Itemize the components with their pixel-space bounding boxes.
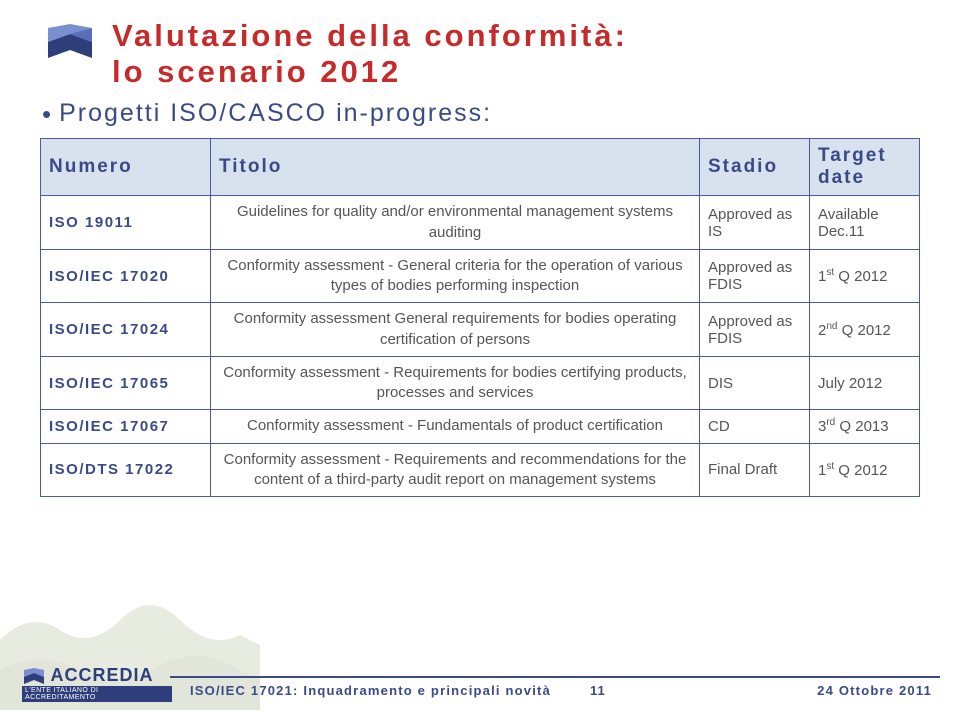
footer-page-number: 11 — [590, 683, 606, 698]
slide: Valutazione della conformità: lo scenari… — [0, 0, 960, 710]
cell-titolo: Conformity assessment - General criteria… — [211, 249, 700, 303]
table-row: ISO/DTS 17022Conformity assessment - Req… — [41, 443, 920, 497]
table-row: ISO/IEC 17067Conformity assessment - Fun… — [41, 410, 920, 443]
cell-titolo: Conformity assessment - Fundamentals of … — [211, 410, 700, 443]
cell-stadio: CD — [700, 410, 810, 443]
cell-numero: ISO/IEC 17065 — [41, 356, 211, 410]
cell-titolo: Conformity assessment - Requirements and… — [211, 443, 700, 497]
cell-stadio: Approved as IS — [700, 196, 810, 250]
footer-logo: ACCREDIA L'ENTE ITALIANO DI ACCREDITAMEN… — [22, 665, 172, 702]
subtitle: •Progetti ISO/CASCO in-progress: — [42, 99, 920, 128]
cell-numero: ISO/IEC 17020 — [41, 249, 211, 303]
logo-icon — [40, 22, 100, 64]
projects-table: Numero Titolo Stadio Target date ISO 190… — [40, 138, 920, 497]
cell-numero: ISO/IEC 17024 — [41, 303, 211, 357]
footer-logo-sub: L'ENTE ITALIANO DI ACCREDITAMENTO — [22, 686, 172, 702]
cell-numero: ISO/IEC 17067 — [41, 410, 211, 443]
footer-logo-name: ACCREDIA — [50, 665, 153, 685]
table-row: ISO/IEC 17065Conformity assessment - Req… — [41, 356, 920, 410]
cell-titolo: Conformity assessment - Requirements for… — [211, 356, 700, 410]
cell-target: Available Dec.11 — [810, 196, 920, 250]
cell-titolo: Guidelines for quality and/or environmen… — [211, 196, 700, 250]
table-row: ISO/IEC 17024Conformity assessment Gener… — [41, 303, 920, 357]
table-row: ISO/IEC 17020Conformity assessment - Gen… — [41, 249, 920, 303]
col-stadio: Stadio — [700, 139, 810, 196]
footer-center-text: ISO/IEC 17021: Inquadramento e principal… — [190, 683, 551, 698]
header: Valutazione della conformità: lo scenari… — [40, 18, 920, 89]
footer-divider — [170, 676, 940, 678]
cell-target: July 2012 — [810, 356, 920, 410]
cell-stadio: DIS — [700, 356, 810, 410]
cell-target: 1st Q 2012 — [810, 443, 920, 497]
table-body: ISO 19011Guidelines for quality and/or e… — [41, 196, 920, 497]
cell-target: 1st Q 2012 — [810, 249, 920, 303]
cell-numero: ISO/DTS 17022 — [41, 443, 211, 497]
bullet-icon: • — [42, 99, 53, 129]
cell-titolo: Conformity assessment General requiremen… — [211, 303, 700, 357]
cell-stadio: Approved as FDIS — [700, 303, 810, 357]
cell-stadio: Approved as FDIS — [700, 249, 810, 303]
table-header-row: Numero Titolo Stadio Target date — [41, 139, 920, 196]
cell-numero: ISO 19011 — [41, 196, 211, 250]
footer-date: 24 Ottobre 2011 — [817, 683, 932, 698]
title-line-2: lo scenario 2012 — [112, 54, 920, 90]
footer: ACCREDIA L'ENTE ITALIANO DI ACCREDITAMEN… — [0, 650, 960, 710]
col-titolo: Titolo — [211, 139, 700, 196]
table-row: ISO 19011Guidelines for quality and/or e… — [41, 196, 920, 250]
cell-target: 3rd Q 2013 — [810, 410, 920, 443]
subtitle-text: Progetti ISO/CASCO in-progress: — [59, 99, 492, 127]
col-numero: Numero — [41, 139, 211, 196]
col-target: Target date — [810, 139, 920, 196]
cell-stadio: Final Draft — [700, 443, 810, 497]
cell-target: 2nd Q 2012 — [810, 303, 920, 357]
title-block: Valutazione della conformità: lo scenari… — [112, 18, 920, 89]
title-line-1: Valutazione della conformità: — [112, 18, 920, 54]
